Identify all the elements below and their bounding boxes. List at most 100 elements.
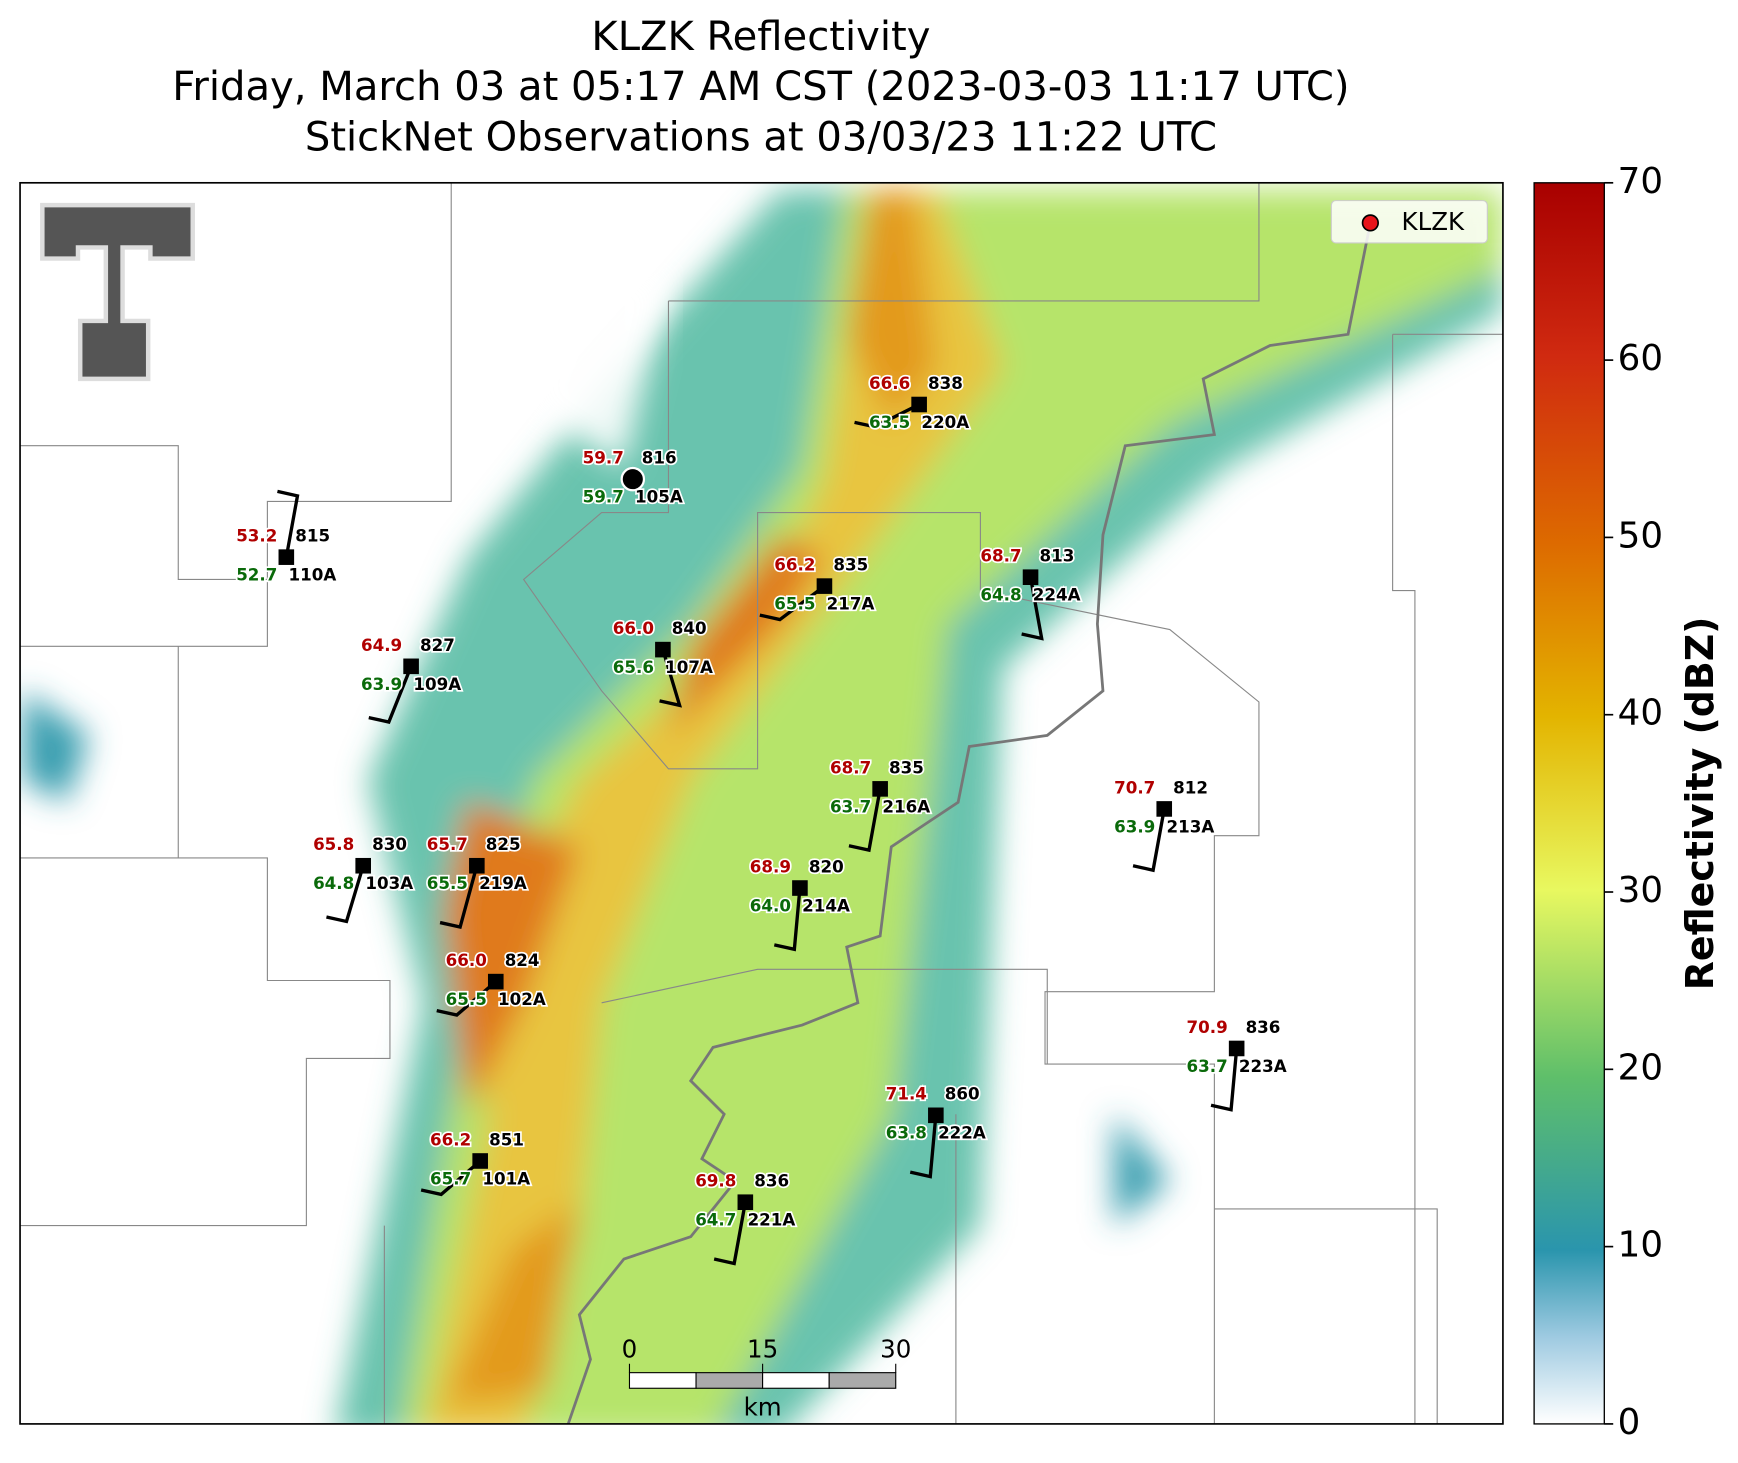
pressure: 836 [754, 1171, 789, 1191]
dewpoint: 65.6 [613, 657, 654, 677]
pressure: 830 [372, 834, 407, 854]
station-id: 216A [882, 796, 930, 816]
station-marker [655, 641, 671, 658]
station-marker [487, 973, 504, 990]
station-marker [472, 1153, 488, 1169]
station-marker [1022, 569, 1039, 585]
wind-barb [326, 865, 365, 924]
temperature: 65.7 [427, 834, 468, 854]
temperature: 66.2 [774, 555, 815, 575]
dewpoint: 63.5 [869, 412, 910, 432]
station-marker [403, 658, 419, 675]
station-marker [737, 1194, 754, 1211]
pressure: 860 [945, 1084, 980, 1104]
wind-barb [1210, 1048, 1239, 1112]
station-id: 110A [289, 565, 337, 585]
station-marker [355, 857, 371, 874]
wind-barb [439, 865, 479, 930]
station-id: 101A [482, 1168, 530, 1188]
title-line: KLZK Reflectivity [591, 14, 930, 60]
title-line: Friday, March 03 at 05:17 AM CST (2023-0… [172, 64, 1349, 110]
title-line: StickNet Observations at 03/03/23 11:22 … [305, 114, 1217, 160]
pressure: 825 [486, 834, 521, 854]
dewpoint: 63.9 [361, 674, 402, 694]
wind-barb [277, 489, 300, 558]
dewpoint: 64.7 [695, 1210, 736, 1230]
station-marker [911, 396, 927, 413]
temperature: 53.2 [236, 526, 277, 546]
pressure: 851 [489, 1129, 524, 1149]
temperature: 66.6 [869, 373, 910, 393]
pressure: 836 [1246, 1017, 1281, 1037]
scale-unit: km [744, 1392, 782, 1421]
colorbar-label: Reflectivity (dBZ) [1678, 617, 1722, 991]
pressure: 840 [672, 618, 707, 638]
temperature: 65.8 [313, 834, 354, 854]
wind-barb [1132, 808, 1166, 873]
scale-tick-label: 15 [747, 1334, 778, 1363]
station-marker [816, 578, 833, 594]
wind-barb [759, 584, 826, 622]
colorbar-tick-label: 40 [1618, 693, 1663, 734]
dewpoint: 65.5 [446, 989, 487, 1009]
temperature: 68.9 [750, 856, 791, 876]
dewpoint: 52.7 [236, 565, 277, 585]
legend: KLZK [1330, 200, 1488, 244]
station-marker [928, 1107, 944, 1124]
station-id: 109A [413, 674, 461, 694]
station-id: 219A [479, 873, 527, 893]
temperature: 66.0 [446, 950, 487, 970]
dewpoint: 65.5 [774, 594, 815, 614]
station-id: 105A [635, 487, 683, 507]
colorbar [1533, 182, 1605, 1425]
wind-barb [420, 1159, 482, 1197]
dewpoint: 64.8 [980, 585, 1021, 605]
station-id: 213A [1166, 816, 1214, 836]
pressure: 813 [1039, 546, 1074, 566]
legend-marker [1361, 214, 1379, 232]
wind-barb [368, 665, 413, 724]
colorbar-tick-label: 30 [1618, 870, 1663, 911]
station-marker [469, 857, 485, 874]
station-id: 214A [802, 895, 850, 915]
pressure: 827 [420, 635, 455, 655]
station-marker [1228, 1040, 1245, 1057]
wind-barb [848, 788, 882, 853]
wind-barb [909, 1115, 938, 1179]
county-lines [20, 182, 1503, 1424]
colorbar-axis: 0 10 20 30 40 50 60 70 Reflectivity (dBZ) [1604, 161, 1722, 1443]
station-id: 103A [365, 873, 413, 893]
state-border [566, 222, 1372, 1425]
wind-barb [854, 403, 920, 429]
station-marker [620, 466, 646, 492]
station-marker [872, 781, 888, 797]
station-id: 107A [665, 657, 713, 677]
pressure: 838 [928, 373, 963, 393]
wind-barb [773, 887, 802, 952]
station-id: 224A [1033, 585, 1081, 605]
colorbar-tick-label: 0 [1618, 1402, 1641, 1443]
station-id: 220A [921, 412, 969, 432]
temperature: 66.2 [430, 1129, 471, 1149]
station-marker [1156, 801, 1173, 817]
pressure: 820 [809, 856, 844, 876]
colorbar-tick-label: 60 [1618, 338, 1663, 379]
dewpoint: 64.0 [750, 895, 791, 915]
temperature: 64.9 [361, 635, 402, 655]
temperature: 66.0 [613, 618, 654, 638]
temperature: 70.7 [1114, 777, 1155, 797]
dewpoint: 59.7 [583, 487, 624, 507]
scale-segment [828, 1372, 897, 1389]
colorbar-tick-label: 50 [1618, 515, 1663, 556]
station-id: 102A [498, 989, 546, 1009]
scale-tick-label: 0 [622, 1334, 638, 1363]
wind-barb [659, 649, 683, 708]
radar-field [22, 189, 1503, 1424]
colorbar-tick-label: 10 [1618, 1225, 1663, 1266]
wind-barb [713, 1201, 747, 1266]
dewpoint: 64.8 [313, 873, 354, 893]
colorbar-tick-label: 70 [1618, 161, 1663, 202]
dewpoint: 63.9 [1114, 816, 1155, 836]
logo [40, 202, 195, 382]
